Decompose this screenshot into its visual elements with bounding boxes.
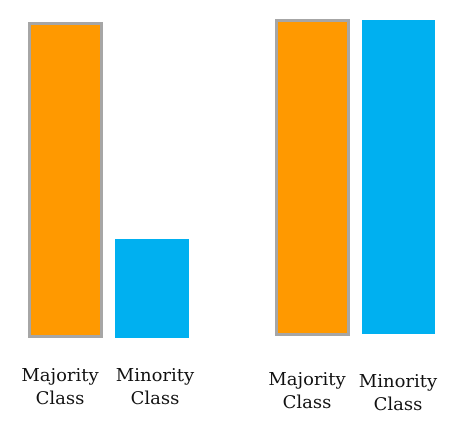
left-minority-label: Minority Class (115, 365, 195, 409)
left-majority-bar (28, 22, 103, 338)
left-minority-bar (115, 239, 189, 338)
left-majority-label: Majority Class (21, 365, 99, 409)
right-minority-bar (362, 20, 435, 334)
right-majority-label: Majority Class (268, 369, 346, 413)
right-minority-label: Minority Class (358, 371, 438, 415)
right-majority-bar (275, 19, 350, 336)
